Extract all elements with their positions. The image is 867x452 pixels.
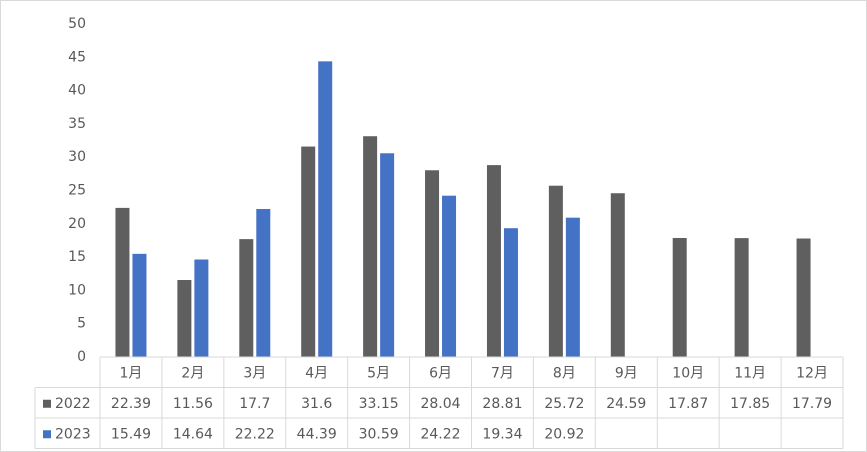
table-value: 28.81: [482, 396, 522, 412]
bar: [565, 217, 580, 357]
bar: [256, 209, 271, 357]
bar: [610, 193, 625, 357]
table-value: 20.92: [544, 426, 584, 442]
table-value: 19.34: [482, 426, 522, 442]
legend-label: 2022: [55, 396, 91, 412]
x-tick-label: 10月: [672, 365, 704, 381]
x-tick-label: 2月: [181, 365, 204, 381]
table-value: 17.7: [239, 396, 270, 412]
y-tick-label: 5: [77, 316, 86, 332]
table-value: 11.56: [173, 396, 213, 412]
bar: [672, 237, 687, 357]
table-value: 14.64: [173, 426, 213, 442]
table-value: 15.49: [111, 426, 151, 442]
bar: [301, 146, 316, 357]
x-tick-label: 11月: [734, 365, 766, 381]
x-tick-label: 5月: [367, 365, 390, 381]
table-value: 24.22: [420, 426, 460, 442]
table-value: 22.39: [111, 396, 151, 412]
y-tick-label: 0: [77, 349, 86, 365]
x-tick-label: 7月: [491, 365, 514, 381]
bar: [796, 238, 811, 357]
table-value: 28.04: [420, 396, 460, 412]
y-tick-label: 35: [68, 116, 86, 132]
x-tick-label: 4月: [305, 365, 328, 381]
y-tick-label: 45: [68, 49, 86, 65]
bar: [115, 207, 130, 357]
bar: [132, 253, 147, 357]
table-value: 17.85: [730, 396, 770, 412]
table-value: 44.39: [297, 426, 337, 442]
y-tick-label: 50: [68, 16, 86, 32]
bar: [548, 185, 563, 357]
bar: [194, 259, 209, 357]
y-tick-label: 30: [68, 149, 86, 165]
y-tick-label: 25: [68, 183, 86, 199]
bar: [486, 165, 501, 357]
bar: [318, 61, 333, 357]
table-value: 22.22: [235, 426, 275, 442]
table-value: 30.59: [359, 426, 399, 442]
y-tick-label: 10: [68, 282, 86, 298]
y-tick-label: 15: [68, 249, 86, 265]
table-value: 31.6: [301, 396, 332, 412]
table-value: 25.72: [544, 396, 584, 412]
bar: [177, 280, 192, 357]
x-tick-label: 9月: [615, 365, 638, 381]
bar: [734, 238, 749, 357]
table-value: 17.87: [668, 396, 708, 412]
bar: [239, 239, 254, 357]
bar: [503, 228, 518, 357]
table-value: 17.79: [792, 396, 832, 412]
x-tick-label: 8月: [553, 365, 576, 381]
y-tick-label: 40: [68, 83, 86, 99]
bar: [380, 153, 395, 357]
bar: [425, 170, 440, 357]
x-tick-label: 1月: [119, 365, 142, 381]
legend-swatch: [43, 399, 51, 408]
x-tick-label: 12月: [796, 365, 828, 381]
legend-swatch: [43, 430, 51, 439]
table-value: 24.59: [606, 396, 646, 412]
x-tick-label: 6月: [429, 365, 452, 381]
bar: [363, 136, 378, 357]
x-tick-label: 3月: [243, 365, 266, 381]
legend-label: 2023: [55, 426, 91, 442]
bar: [442, 195, 457, 357]
table-value: 33.15: [359, 396, 399, 412]
y-tick-label: 20: [68, 216, 86, 232]
